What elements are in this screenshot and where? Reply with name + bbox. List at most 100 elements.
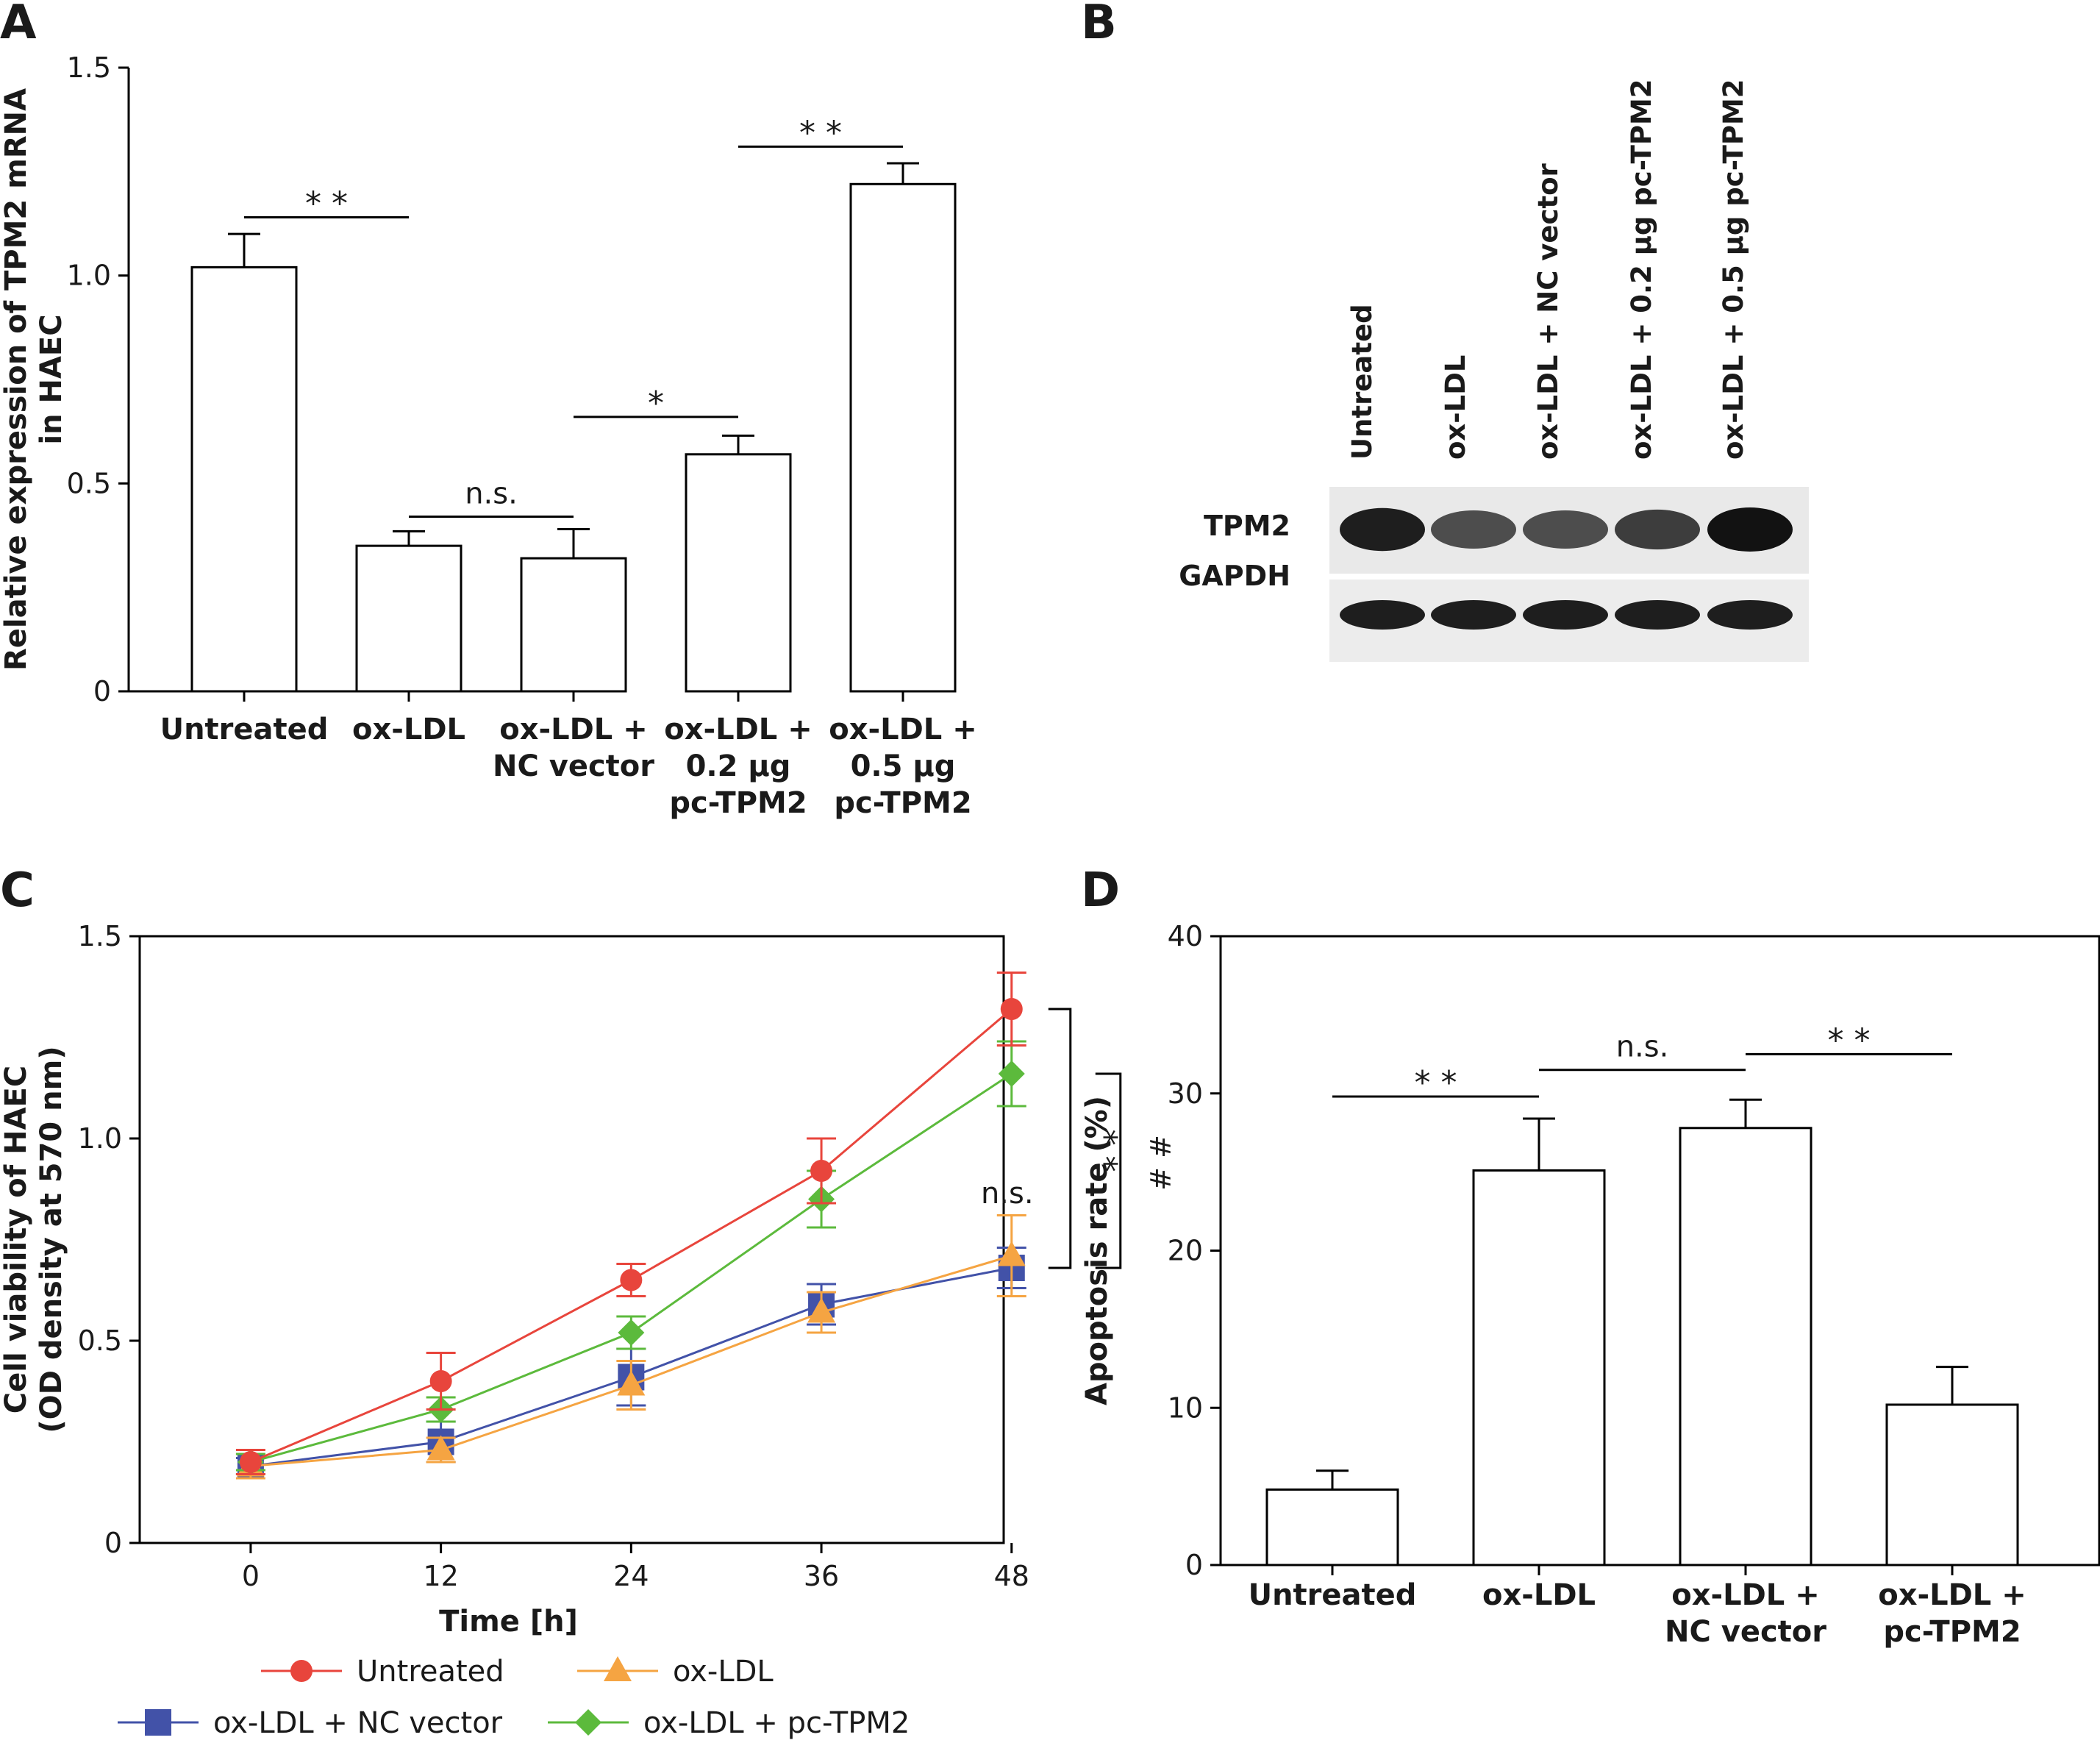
category-label: Untreated xyxy=(1249,1578,1417,1612)
y-tick-label: 30 xyxy=(1168,1077,1203,1110)
y-tick-label: 20 xyxy=(1168,1235,1203,1267)
y-tick-label: 40 xyxy=(1168,920,1203,952)
x-tick-label: 24 xyxy=(613,1560,649,1592)
panel-d-bar-chart: 0 10 20 30 40 Apoptosis rate (%) Untreated ox-L… xyxy=(1080,920,2100,1649)
blot-band-tpm2 xyxy=(1707,507,1793,552)
legend-marker xyxy=(145,1709,171,1736)
data-point xyxy=(810,1160,833,1182)
bracket-pc-tpm2 xyxy=(1095,1072,1122,1269)
significance-label: * * xyxy=(799,114,842,152)
blot-band-tpm2 xyxy=(1615,509,1700,550)
category-label: pc-TPM2 xyxy=(1883,1615,2021,1649)
blot-lane-label: Untreated xyxy=(1346,304,1378,460)
panel-letter-d: D xyxy=(1081,863,1120,918)
x-tick-label: 48 xyxy=(994,1560,1029,1592)
bar xyxy=(849,182,957,693)
legend-marker xyxy=(575,1709,601,1736)
legend-label: Untreated xyxy=(357,1655,504,1689)
y-tick-label: 1.5 xyxy=(78,920,122,952)
y-tick-label: 0.5 xyxy=(78,1325,122,1357)
blot-lane-label: ox-LDL + 0.2 µg pc-TPM2 xyxy=(1626,79,1657,460)
plot-frame xyxy=(138,935,1005,1544)
category-label: ox-LDL + xyxy=(1671,1578,1820,1612)
category-label: ox-LDL + xyxy=(829,713,977,746)
bar xyxy=(190,265,298,693)
blot-band-gapdh xyxy=(1523,600,1608,630)
y-axis-title: in HAEC xyxy=(35,314,68,444)
significance-label: * * xyxy=(305,185,348,223)
data-point xyxy=(617,1370,646,1396)
bar xyxy=(520,557,627,693)
significance-label-ns: n.s. xyxy=(981,1177,1034,1211)
blot-band-tpm2 xyxy=(1340,507,1425,552)
data-point xyxy=(429,1370,452,1392)
bar xyxy=(1679,1127,1813,1566)
blot-band-gapdh xyxy=(1707,600,1793,630)
y-axis-title: Cell viability of HAEC xyxy=(0,1066,33,1414)
bar xyxy=(1885,1403,2019,1566)
data-point xyxy=(998,1061,1025,1087)
category-label: pc-TPM2 xyxy=(669,786,807,820)
category-label: ox-LDL xyxy=(352,713,465,746)
blot-lane-label: ox-LDL + 0.5 µg pc-TPM2 xyxy=(1718,79,1749,460)
panel-b-western-blot: Untreated ox-LDL ox-LDL + NC vector ox-LDL … xyxy=(1179,79,1809,662)
blot-band-gapdh xyxy=(1340,600,1425,630)
panel-letter-b: B xyxy=(1081,0,1117,50)
category-label: pc-TPM2 xyxy=(834,786,971,820)
legend-label: ox-LDL + NC vector xyxy=(213,1706,503,1740)
significance-label: * xyxy=(648,385,664,422)
blot-band-gapdh xyxy=(1615,600,1700,630)
data-point xyxy=(426,1435,455,1461)
bar xyxy=(1472,1169,1606,1566)
category-label: ox-LDL xyxy=(1482,1578,1596,1612)
category-label: NC vector xyxy=(1665,1615,1826,1649)
significance-label: * * xyxy=(1828,1022,1871,1059)
x-axis-title: Time [h] xyxy=(439,1605,578,1639)
blot-lane-label: ox-LDL xyxy=(1440,354,1471,460)
x-tick-label: 12 xyxy=(423,1560,458,1592)
category-label: 0.2 µg xyxy=(686,749,791,783)
hash-label: # xyxy=(1143,1167,1176,1191)
blot-lane-label: ox-LDL + NC vector xyxy=(1532,163,1564,460)
y-tick-label: 1.0 xyxy=(78,1122,122,1155)
x-tick-label: 36 xyxy=(804,1560,839,1592)
y-tick-label: 0.5 xyxy=(67,467,111,499)
significance-label: * * xyxy=(1415,1064,1457,1102)
data-point xyxy=(1000,998,1023,1020)
y-axis-title: (OD density at 570 nm) xyxy=(35,1046,68,1433)
bar xyxy=(685,453,792,693)
category-label: 0.5 µg xyxy=(851,749,956,783)
x-tick-label: 0 xyxy=(242,1560,260,1592)
blot-band-gapdh xyxy=(1431,600,1516,630)
significance-label-ns: n.s. xyxy=(465,477,518,511)
blot-band-tpm2 xyxy=(1431,510,1516,549)
blot-row-label-tpm2: TPM2 xyxy=(1204,510,1290,542)
hash-label: # xyxy=(1143,1135,1176,1158)
data-point xyxy=(807,1297,836,1323)
data-point xyxy=(618,1319,645,1346)
significance-label-ns: n.s. xyxy=(1616,1030,1669,1064)
blot-band-tpm2 xyxy=(1523,510,1608,549)
legend-marker xyxy=(604,1656,632,1681)
y-axis-title: Relative expression of TPM2 mRNA xyxy=(0,88,33,671)
y-tick-label: 1.0 xyxy=(67,260,111,292)
panel-letter-c: C xyxy=(0,863,35,918)
category-label: ox-LDL + xyxy=(1878,1578,2026,1612)
significance-label: * * xyxy=(1086,1130,1124,1172)
y-tick-label: 0 xyxy=(93,675,111,707)
category-label: NC vector xyxy=(493,749,654,783)
y-tick-label: 10 xyxy=(1168,1391,1203,1424)
legend-label: ox-LDL xyxy=(673,1655,774,1689)
category-label: ox-LDL + xyxy=(664,713,813,746)
category-label: Untreated xyxy=(160,713,329,746)
bar xyxy=(355,544,463,693)
y-tick-label: 1.5 xyxy=(67,51,111,84)
panel-c-line-chart: 0 0.5 1.0 1.5 0 12 24 36 48 Time [h] Cell viabilit… xyxy=(0,920,1176,1740)
y-axis-title: Apoptosis rate (%) xyxy=(1080,1096,1114,1405)
bracket-untreated xyxy=(1048,1008,1072,1269)
y-tick-label: 0 xyxy=(1185,1549,1203,1581)
panel-letter-a: A xyxy=(0,0,37,50)
legend-label: ox-LDL + pc-TPM2 xyxy=(643,1706,910,1740)
data-point xyxy=(620,1269,643,1291)
